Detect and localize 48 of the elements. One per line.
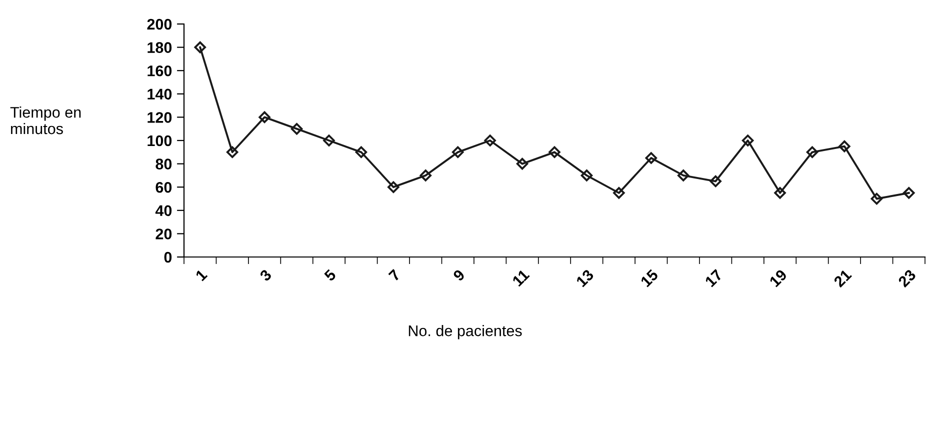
y-tick-label: 120 xyxy=(148,112,172,123)
y-axis-title: Tiempo en minutos xyxy=(10,106,81,134)
point xyxy=(710,175,722,188)
point xyxy=(903,187,915,199)
x-tick-label: 7 xyxy=(388,268,401,282)
y-tick-label: 20 xyxy=(156,228,172,240)
y-tick-label: 140 xyxy=(148,88,172,100)
point xyxy=(838,140,850,152)
point xyxy=(774,187,786,199)
point xyxy=(323,134,335,146)
point xyxy=(355,146,368,158)
point xyxy=(548,146,560,158)
x-tick-label: 15 xyxy=(640,268,659,288)
x-tick-label: 23 xyxy=(898,268,916,288)
point xyxy=(420,170,432,182)
point xyxy=(388,181,400,193)
x-tick-label: 17 xyxy=(704,268,723,288)
point xyxy=(484,134,496,146)
y-tick-label: 40 xyxy=(155,205,172,216)
point xyxy=(806,146,818,158)
point xyxy=(452,146,464,158)
point xyxy=(613,187,625,199)
x-tick-label: 3 xyxy=(259,268,272,282)
y-tick-label: 100 xyxy=(148,135,172,146)
x-tick-label: 11 xyxy=(512,268,530,287)
y-tick-label: 60 xyxy=(156,182,172,193)
point xyxy=(516,158,528,170)
x-axis-title: No. de pacientes xyxy=(408,325,522,340)
point xyxy=(742,134,754,146)
y-tick-label: 0 xyxy=(164,252,172,263)
x-tick-label: 1 xyxy=(195,268,208,282)
x-tick-label: 21 xyxy=(833,268,852,288)
y-tick-label: 180 xyxy=(148,42,172,53)
point xyxy=(258,111,270,124)
point xyxy=(194,41,206,54)
point xyxy=(290,122,303,135)
point xyxy=(580,170,593,182)
y-tick-label: 160 xyxy=(148,65,172,76)
x-tick-label: 13 xyxy=(576,268,594,288)
y-tick-label: 80 xyxy=(156,158,172,170)
point xyxy=(645,152,658,164)
x-tick-label: 19 xyxy=(768,268,788,288)
y-tick-label: 200 xyxy=(147,18,172,30)
x-tick-label: 5 xyxy=(324,268,337,282)
point xyxy=(226,146,238,158)
point xyxy=(677,170,690,182)
point xyxy=(870,192,883,205)
x-tick-label: 9 xyxy=(452,268,466,282)
